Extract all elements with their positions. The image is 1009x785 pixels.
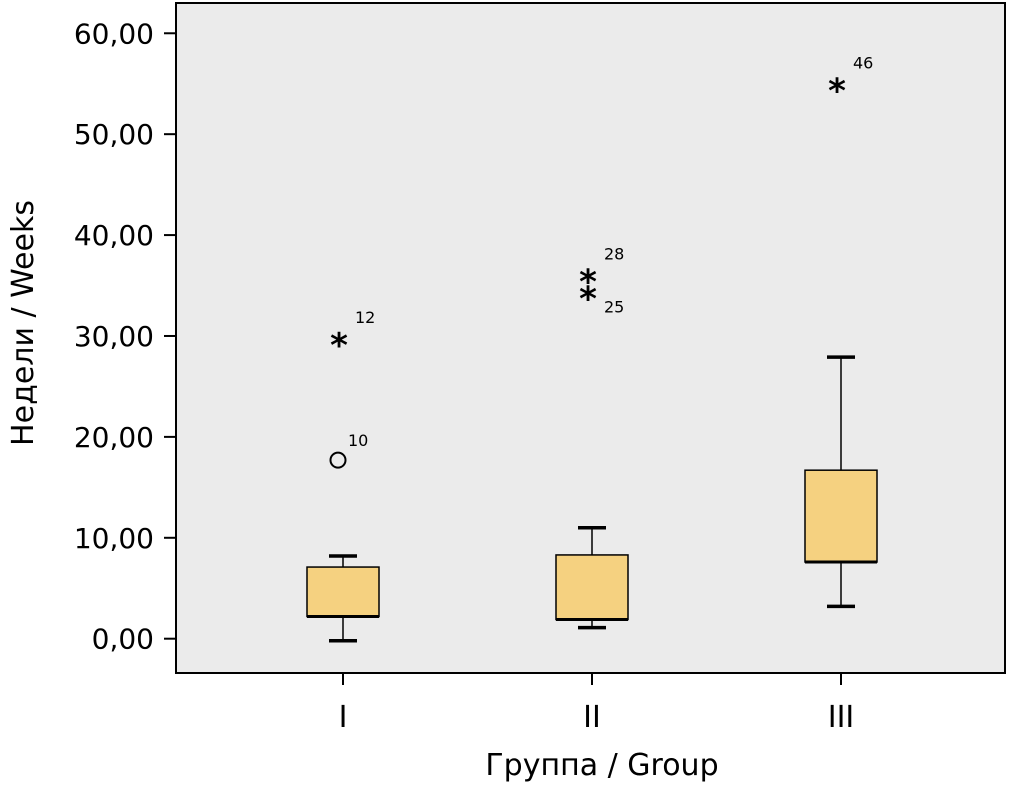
box-group-I: 10 * 12 <box>306 308 380 643</box>
iqr-box <box>804 469 878 563</box>
y-tick-label: 30,00 <box>74 320 154 353</box>
y-tick-label: 50,00 <box>74 118 154 151</box>
x-tick-label: II <box>583 700 601 735</box>
box-group-III: * 46 <box>804 54 878 609</box>
iqr-box <box>306 566 380 618</box>
y-tick-label: 20,00 <box>74 421 154 454</box>
outlier-star: * <box>828 72 846 112</box>
outlier-star: * <box>330 326 348 366</box>
box-series: 10 * 12 * 28 * 25 * 46 <box>306 54 878 643</box>
outlier-label: 46 <box>853 54 873 73</box>
y-tick-label: 60,00 <box>74 17 154 50</box>
outlier-label: 10 <box>348 431 368 450</box>
x-axis-title: Группа / Group <box>485 748 718 783</box>
y-tick-label: 40,00 <box>74 219 154 252</box>
outlier-label: 25 <box>604 298 624 317</box>
outlier-label: 12 <box>355 308 375 327</box>
y-axis: 0,00 10,00 20,00 30,00 40,00 50,00 60,00 <box>74 17 176 656</box>
y-tick-label: 10,00 <box>74 522 154 555</box>
y-tick-label: 0,00 <box>92 623 154 656</box>
outlier-label: 28 <box>604 244 624 263</box>
iqr-box <box>555 554 629 621</box>
outlier-star: * <box>579 280 597 320</box>
x-tick-label: III <box>828 700 855 735</box>
x-tick-label: I <box>339 700 348 735</box>
x-axis: I II III <box>339 673 855 735</box>
outlier-circle <box>329 451 347 469</box>
box-group-II: * 28 * 25 <box>555 244 629 630</box>
outlier-star: * <box>579 262 597 302</box>
y-axis-title: Недели / Weeks <box>6 200 41 446</box>
